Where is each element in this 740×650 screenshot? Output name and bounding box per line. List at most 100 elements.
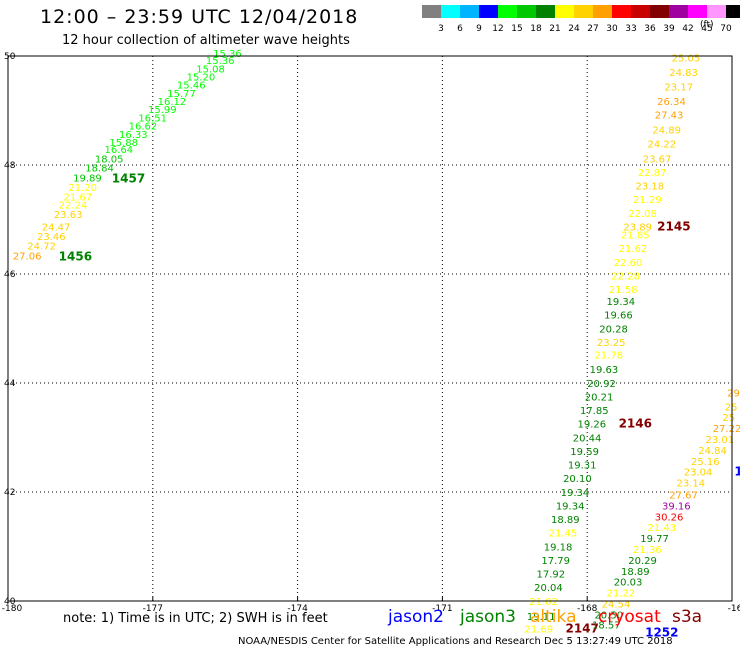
wave-height-label: 20.29 [628,556,657,567]
wave-height-label: 19.34 [556,501,585,512]
satellite-name: jason3 [460,607,516,627]
wave-height-label: 24.84 [698,446,727,457]
legend-tick-label: 18 [530,24,542,34]
wave-height-label: 21.02 [529,597,558,608]
legend-tick-label: 15 [511,24,522,34]
wave-height-label: 20.50 [594,610,623,621]
legend-tick-label: 9 [476,24,482,34]
wave-height-label: 15.08 [196,64,225,75]
legend-swatch [536,5,555,18]
lon-tick-label: -177 [143,604,163,614]
time-label: 1457 [112,171,145,185]
legend-tick-label: 39 [663,24,675,34]
wave-height-label: 24.72 [27,241,56,252]
legend-swatch [498,5,517,18]
legend-swatch [726,5,740,18]
map-frame [7,55,733,602]
time-label: 2146 [619,417,652,431]
legend-tick-label: 36 [644,24,656,34]
time-label: 12 [734,465,740,479]
wave-height-label: 27.06 [13,251,42,262]
footer-note: note: 1) Time is in UTC; 2) SWH is in fe… [63,611,328,626]
legend-tick-label: 3 [438,24,444,34]
wave-height-label: 20.10 [563,474,592,485]
wave-height-label: 24.22 [648,140,677,151]
lat-tick-label: 48 [4,161,16,171]
wave-height-label: 26.34 [657,97,686,108]
wave-height-label: 20.92 [587,379,616,390]
wave-height-label: 21.43 [648,523,677,534]
wave-height-label: 21.29 [633,195,662,206]
wave-height-label: 15.99 [148,105,177,116]
wave-height-label: 18.89 [621,567,650,578]
wave-height-label: 25.16 [691,457,720,468]
satellite-name: jason2 [388,607,444,627]
wave-height-label: 23.01 [705,435,734,446]
lat-tick-label: 42 [4,488,15,498]
wave-height-label: 21.20 [68,183,97,194]
wave-height-label: 23.14 [676,479,705,490]
wave-height-label: 21.36 [633,545,662,556]
wave-height-label: 19.63 [590,365,619,376]
legend-tick-label: 42 [682,24,693,34]
legend-tick-label: 30 [606,24,618,34]
wave-height-label: 15.36 [213,49,242,60]
legend-tick-label: 6 [457,24,463,34]
wave-height-label: 20.28 [599,324,628,335]
legend-tick-label: 21 [549,24,560,34]
wave-height-label: 22.24 [59,201,88,212]
legend-swatch [669,5,688,18]
wave-height-label: 22.87 [638,168,667,179]
wave-height-label: 27.67 [669,491,698,502]
wave-height-label: 21.22 [607,589,636,600]
legend-tick-label: 33 [625,24,636,34]
wave-height-label: 21.85 [621,231,650,242]
wave-height-label: 15.88 [109,138,138,149]
legend-swatch [707,5,726,18]
lat-tick-label: 50 [4,52,16,62]
legend-swatch [650,5,669,18]
wave-height-label: 21.67 [64,192,93,203]
time-label: 2145 [657,219,690,233]
wave-height-label: 25.05 [672,53,701,64]
wave-height-label: 19.59 [570,447,599,458]
wave-height-label: 20.21 [585,392,614,403]
lat-tick-label: 46 [4,270,16,280]
wave-height-label: 17.79 [541,556,570,567]
wave-height-label: 21.62 [619,244,648,255]
legend-swatch [517,5,536,18]
wave-height-label: 22.28 [611,271,640,282]
wave-height-label: 25 [725,402,738,413]
legend-swatch [631,5,650,18]
color-legend: 3 6 9 12 15 18 21 24 27 30 33 36 39 42 45 70 [422,5,740,34]
wave-height-label: 22.60 [614,258,643,269]
wave-height-label: 16.51 [138,113,167,124]
wave-height-label: 23.46 [37,232,66,243]
wave-height-label: 15.20 [187,73,216,84]
legend-unit: (ft) [700,20,714,30]
wave-height-label: 19.89 [73,173,102,184]
wave-height-label: 23.89 [623,222,652,233]
time-label: 1252 [645,625,678,639]
legend-swatch [612,5,631,18]
wave-height-label: 16.33 [119,130,148,141]
legend-tick-label: 45 [701,24,712,34]
wave-height-label: 18.84 [85,164,114,175]
wave-height-label: 21.69 [524,625,553,636]
legend-swatch [555,5,574,18]
legend-swatch [593,5,612,18]
satellite-name: s3a [672,607,703,627]
time-label: 2147 [565,622,598,636]
wave-height-label: 19.18 [544,542,573,553]
legend-tick-label: 12 [492,24,503,34]
legend-swatch [479,5,498,18]
wave-height-label: 16.12 [158,97,187,108]
wave-height-label: 23.67 [643,154,672,165]
wave-height-label: 19.77 [640,534,669,545]
lon-tick-label: -16 [728,604,740,614]
lat-tick-label: 40 [4,597,16,607]
wave-height-label: 39.16 [662,501,691,512]
wave-height-label: 19.66 [604,311,633,322]
satellite-name: cryosat [598,607,661,627]
wave-height-label: 24.47 [42,222,71,233]
